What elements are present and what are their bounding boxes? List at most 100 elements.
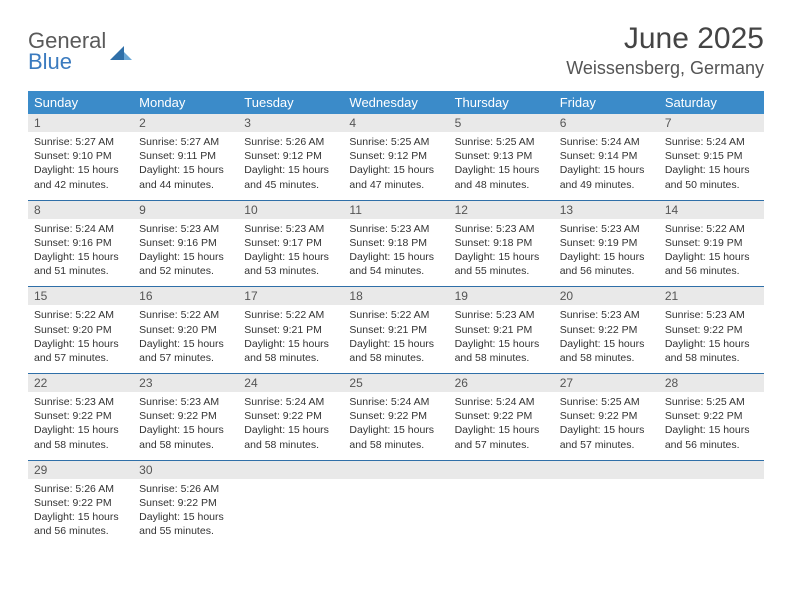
sunset-line: Sunset: 9:12 PM <box>244 149 337 163</box>
day-cell: Sunrise: 5:22 AMSunset: 9:19 PMDaylight:… <box>659 219 764 287</box>
logo-text-block: General Blue <box>28 30 106 73</box>
day-cell: Sunrise: 5:22 AMSunset: 9:21 PMDaylight:… <box>238 305 343 373</box>
day-number: 6 <box>554 114 659 132</box>
sunrise-line: Sunrise: 5:22 AM <box>349 308 442 322</box>
sunrise-line: Sunrise: 5:25 AM <box>560 395 653 409</box>
dow-wednesday: Wednesday <box>343 91 448 114</box>
daylight-line: Daylight: 15 hours and 47 minutes. <box>349 163 442 191</box>
dow-sunday: Sunday <box>28 91 133 114</box>
sunrise-line: Sunrise: 5:24 AM <box>665 135 758 149</box>
day-number: 29 <box>28 461 133 479</box>
day-cell: Sunrise: 5:23 AMSunset: 9:22 PMDaylight:… <box>133 392 238 460</box>
weeks-container: 1234567Sunrise: 5:27 AMSunset: 9:10 PMDa… <box>28 114 764 546</box>
day-cell: Sunrise: 5:22 AMSunset: 9:21 PMDaylight:… <box>343 305 448 373</box>
week-2: 891011121314Sunrise: 5:24 AMSunset: 9:16… <box>28 200 764 287</box>
day-cell: Sunrise: 5:23 AMSunset: 9:16 PMDaylight:… <box>133 219 238 287</box>
sunset-line: Sunset: 9:22 PM <box>560 409 653 423</box>
day-cell: Sunrise: 5:24 AMSunset: 9:22 PMDaylight:… <box>449 392 554 460</box>
sunset-line: Sunset: 9:22 PM <box>34 496 127 510</box>
day-number <box>238 461 343 479</box>
sunset-line: Sunset: 9:13 PM <box>455 149 548 163</box>
sunset-line: Sunset: 9:17 PM <box>244 236 337 250</box>
day-cell: Sunrise: 5:26 AMSunset: 9:22 PMDaylight:… <box>28 479 133 547</box>
sunrise-line: Sunrise: 5:27 AM <box>34 135 127 149</box>
day-cell: Sunrise: 5:25 AMSunset: 9:22 PMDaylight:… <box>659 392 764 460</box>
day-number: 23 <box>133 374 238 392</box>
daylight-line: Daylight: 15 hours and 45 minutes. <box>244 163 337 191</box>
daylight-line: Daylight: 15 hours and 49 minutes. <box>560 163 653 191</box>
sunset-line: Sunset: 9:22 PM <box>349 409 442 423</box>
day-cell: Sunrise: 5:25 AMSunset: 9:12 PMDaylight:… <box>343 132 448 200</box>
daylight-line: Daylight: 15 hours and 58 minutes. <box>349 337 442 365</box>
day-cell: Sunrise: 5:23 AMSunset: 9:22 PMDaylight:… <box>554 305 659 373</box>
day-number: 25 <box>343 374 448 392</box>
day-cell: Sunrise: 5:23 AMSunset: 9:21 PMDaylight:… <box>449 305 554 373</box>
daylight-line: Daylight: 15 hours and 55 minutes. <box>455 250 548 278</box>
day-cell: Sunrise: 5:24 AMSunset: 9:14 PMDaylight:… <box>554 132 659 200</box>
sunset-line: Sunset: 9:12 PM <box>349 149 442 163</box>
day-cell: Sunrise: 5:26 AMSunset: 9:12 PMDaylight:… <box>238 132 343 200</box>
daylight-line: Daylight: 15 hours and 42 minutes. <box>34 163 127 191</box>
day-number <box>554 461 659 479</box>
sunset-line: Sunset: 9:16 PM <box>34 236 127 250</box>
day-cell: Sunrise: 5:24 AMSunset: 9:22 PMDaylight:… <box>238 392 343 460</box>
dow-monday: Monday <box>133 91 238 114</box>
sunrise-line: Sunrise: 5:26 AM <box>139 482 232 496</box>
day-number: 9 <box>133 201 238 219</box>
day-number: 21 <box>659 287 764 305</box>
day-number <box>449 461 554 479</box>
sunset-line: Sunset: 9:22 PM <box>665 323 758 337</box>
daylight-line: Daylight: 15 hours and 56 minutes. <box>665 423 758 451</box>
day-cell: Sunrise: 5:25 AMSunset: 9:22 PMDaylight:… <box>554 392 659 460</box>
sunset-line: Sunset: 9:19 PM <box>665 236 758 250</box>
daynum-row: 15161718192021 <box>28 287 764 305</box>
sunrise-line: Sunrise: 5:27 AM <box>139 135 232 149</box>
day-number: 28 <box>659 374 764 392</box>
sunset-line: Sunset: 9:20 PM <box>34 323 127 337</box>
calendar-grid: SundayMondayTuesdayWednesdayThursdayFrid… <box>28 91 764 546</box>
daylight-line: Daylight: 15 hours and 56 minutes. <box>34 510 127 538</box>
sunrise-line: Sunrise: 5:26 AM <box>244 135 337 149</box>
day-number: 18 <box>343 287 448 305</box>
logo: General Blue <box>28 22 132 73</box>
day-number: 5 <box>449 114 554 132</box>
sunset-line: Sunset: 9:21 PM <box>349 323 442 337</box>
sunrise-line: Sunrise: 5:23 AM <box>560 308 653 322</box>
sunset-line: Sunset: 9:15 PM <box>665 149 758 163</box>
content-row: Sunrise: 5:24 AMSunset: 9:16 PMDaylight:… <box>28 219 764 287</box>
sunset-line: Sunset: 9:10 PM <box>34 149 127 163</box>
day-cell <box>449 479 554 547</box>
dow-friday: Friday <box>554 91 659 114</box>
day-number: 10 <box>238 201 343 219</box>
day-cell: Sunrise: 5:27 AMSunset: 9:10 PMDaylight:… <box>28 132 133 200</box>
sunset-line: Sunset: 9:22 PM <box>665 409 758 423</box>
sunrise-line: Sunrise: 5:22 AM <box>665 222 758 236</box>
calendar-page: General Blue June 2025 Weissensberg, Ger… <box>0 0 792 546</box>
sunset-line: Sunset: 9:19 PM <box>560 236 653 250</box>
daylight-line: Daylight: 15 hours and 53 minutes. <box>244 250 337 278</box>
sunrise-line: Sunrise: 5:24 AM <box>349 395 442 409</box>
daynum-row: 1234567 <box>28 114 764 132</box>
sunset-line: Sunset: 9:18 PM <box>349 236 442 250</box>
page-header: General Blue June 2025 Weissensberg, Ger… <box>28 22 764 79</box>
daylight-line: Daylight: 15 hours and 57 minutes. <box>560 423 653 451</box>
daylight-line: Daylight: 15 hours and 58 minutes. <box>244 337 337 365</box>
sunset-line: Sunset: 9:21 PM <box>455 323 548 337</box>
day-number: 17 <box>238 287 343 305</box>
day-number <box>343 461 448 479</box>
day-cell: Sunrise: 5:23 AMSunset: 9:18 PMDaylight:… <box>449 219 554 287</box>
daylight-line: Daylight: 15 hours and 57 minutes. <box>139 337 232 365</box>
daylight-line: Daylight: 15 hours and 58 minutes. <box>34 423 127 451</box>
sunrise-line: Sunrise: 5:24 AM <box>455 395 548 409</box>
sunset-line: Sunset: 9:22 PM <box>139 496 232 510</box>
day-cell: Sunrise: 5:23 AMSunset: 9:17 PMDaylight:… <box>238 219 343 287</box>
content-row: Sunrise: 5:23 AMSunset: 9:22 PMDaylight:… <box>28 392 764 460</box>
day-number: 1 <box>28 114 133 132</box>
daynum-row: 22232425262728 <box>28 374 764 392</box>
day-cell: Sunrise: 5:22 AMSunset: 9:20 PMDaylight:… <box>133 305 238 373</box>
day-number: 27 <box>554 374 659 392</box>
day-number: 3 <box>238 114 343 132</box>
day-number: 13 <box>554 201 659 219</box>
day-cell: Sunrise: 5:25 AMSunset: 9:13 PMDaylight:… <box>449 132 554 200</box>
daylight-line: Daylight: 15 hours and 58 minutes. <box>349 423 442 451</box>
